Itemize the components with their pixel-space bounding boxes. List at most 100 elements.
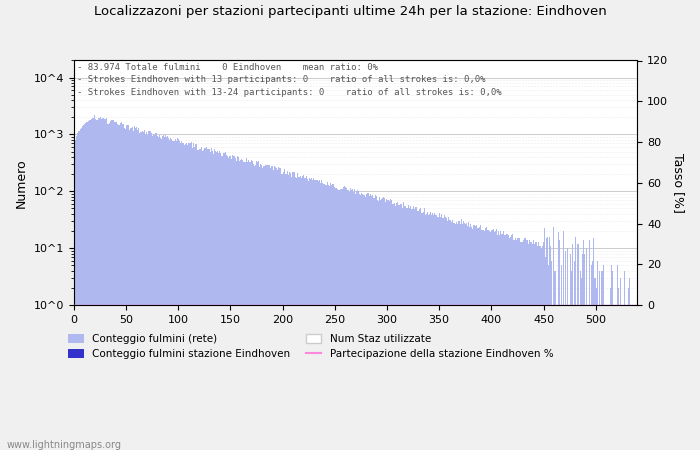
Bar — [498, 231, 499, 450]
Bar — [416, 211, 418, 450]
Bar — [438, 216, 439, 450]
Bar — [278, 167, 279, 450]
Bar — [421, 213, 422, 450]
Bar — [344, 187, 346, 450]
Bar — [402, 207, 403, 450]
Bar — [303, 175, 304, 450]
Bar — [624, 271, 626, 450]
Bar — [369, 196, 370, 450]
Bar — [238, 157, 239, 450]
Bar — [475, 225, 476, 450]
Bar — [449, 220, 450, 450]
Bar — [457, 224, 458, 450]
Bar — [360, 194, 361, 450]
Bar — [399, 205, 400, 450]
Bar — [232, 155, 233, 450]
Bar — [257, 162, 258, 450]
Bar — [176, 139, 178, 450]
Bar — [380, 200, 382, 450]
Bar — [321, 180, 322, 450]
Bar — [213, 154, 214, 450]
Bar — [618, 288, 620, 450]
Bar — [157, 136, 158, 450]
Bar — [153, 135, 155, 450]
Bar — [314, 180, 316, 450]
Bar — [338, 190, 339, 450]
Bar — [609, 305, 610, 450]
Bar — [150, 133, 151, 450]
Bar — [230, 156, 231, 450]
Bar — [559, 240, 560, 450]
Bar — [472, 229, 473, 450]
Bar — [298, 177, 299, 450]
Bar — [535, 242, 536, 450]
Bar — [593, 238, 594, 450]
Bar — [212, 151, 213, 450]
Bar — [272, 170, 274, 450]
Bar — [605, 305, 606, 450]
Bar — [252, 161, 253, 450]
Bar — [129, 130, 130, 450]
Bar — [137, 130, 138, 450]
Bar — [437, 216, 438, 450]
Bar — [325, 184, 326, 450]
Bar — [130, 127, 131, 450]
Bar — [108, 123, 110, 450]
Bar — [554, 271, 556, 450]
Bar — [330, 184, 331, 450]
Bar — [631, 305, 633, 450]
Bar — [241, 158, 242, 450]
Bar — [630, 305, 631, 450]
Bar — [138, 128, 139, 450]
Bar — [163, 135, 164, 450]
Bar — [242, 160, 244, 450]
Bar — [165, 135, 166, 450]
Bar — [322, 183, 323, 450]
Bar — [433, 215, 435, 450]
Bar — [76, 136, 78, 450]
Bar — [131, 128, 132, 450]
Bar — [503, 231, 505, 450]
Bar — [474, 225, 475, 450]
Bar — [552, 305, 554, 450]
Bar — [120, 123, 121, 450]
Bar — [566, 305, 567, 450]
Bar — [100, 117, 102, 450]
Bar — [443, 218, 444, 450]
Bar — [289, 171, 290, 450]
Bar — [599, 271, 601, 450]
Bar — [197, 149, 199, 450]
Bar — [355, 194, 356, 450]
Bar — [141, 132, 142, 450]
Bar — [309, 178, 310, 450]
Bar — [133, 131, 134, 450]
Bar — [500, 231, 501, 450]
Bar — [430, 212, 431, 450]
Bar — [183, 143, 184, 450]
Bar — [326, 185, 327, 450]
Bar — [251, 160, 252, 450]
Bar — [414, 207, 416, 450]
Bar — [240, 160, 241, 450]
Bar — [328, 185, 329, 450]
Bar — [615, 305, 616, 450]
Bar — [386, 199, 388, 450]
Bar — [320, 183, 321, 450]
Bar — [614, 305, 615, 450]
Bar — [548, 266, 550, 450]
Bar — [282, 174, 283, 450]
Bar — [102, 118, 104, 450]
Bar — [493, 229, 494, 450]
Bar — [271, 166, 272, 450]
Bar — [350, 188, 351, 450]
Bar — [591, 266, 592, 450]
Bar — [168, 139, 169, 450]
Bar — [82, 126, 83, 450]
Bar — [501, 234, 503, 450]
Bar — [542, 246, 543, 450]
Bar — [598, 305, 599, 450]
Bar — [511, 235, 512, 450]
Bar — [258, 162, 259, 450]
Bar — [329, 186, 330, 450]
Bar — [178, 141, 180, 450]
